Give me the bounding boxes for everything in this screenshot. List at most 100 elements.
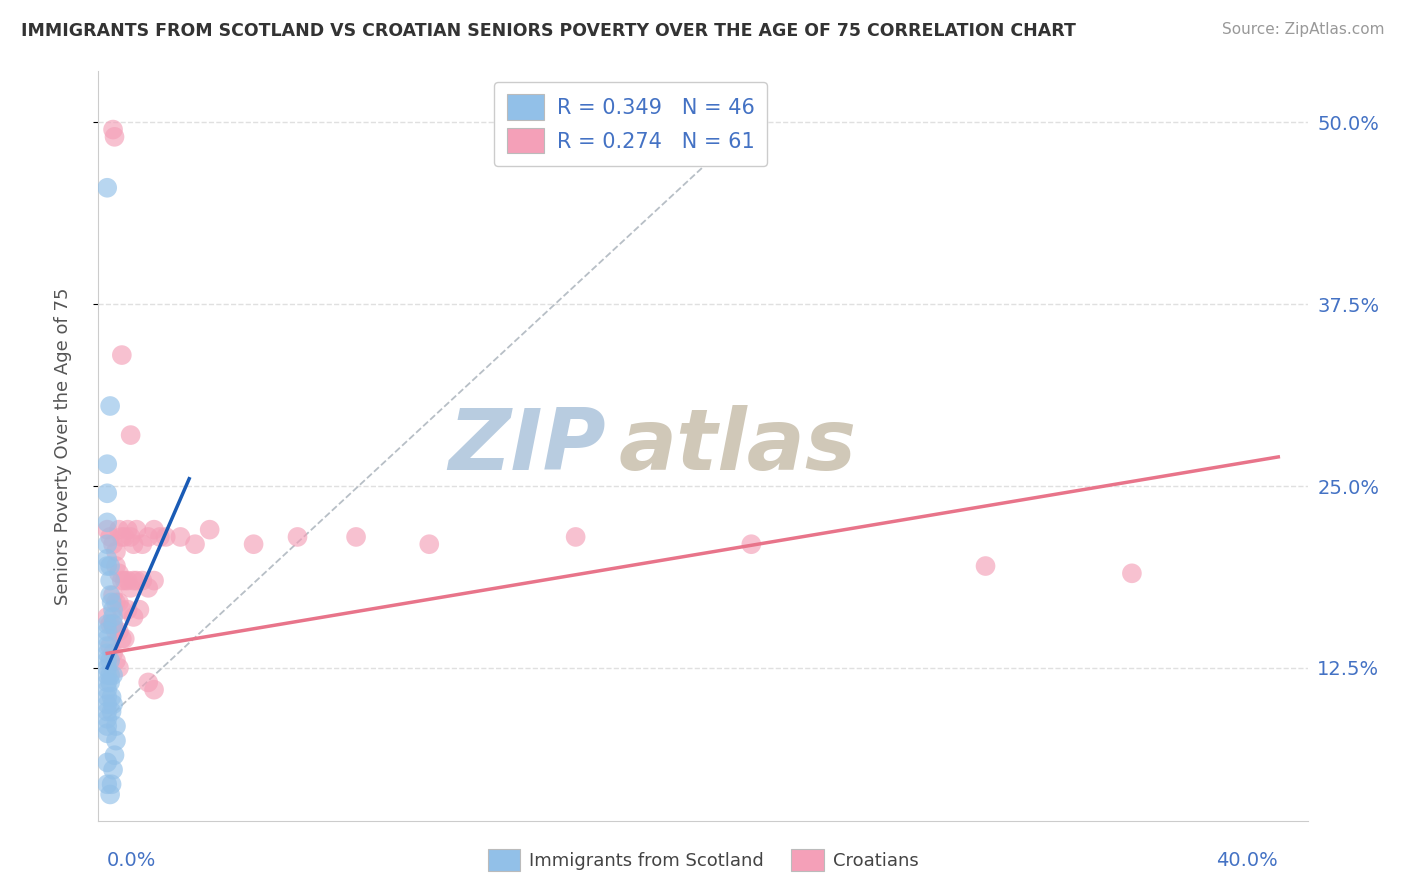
Point <box>96 661 118 675</box>
Text: 40.0%: 40.0% <box>1216 851 1278 870</box>
Point <box>98 574 121 588</box>
Point <box>96 682 118 697</box>
Point <box>122 537 145 551</box>
Point <box>114 574 136 588</box>
Point <box>96 537 118 551</box>
Point <box>143 574 166 588</box>
Point <box>101 537 124 551</box>
Point <box>96 516 118 530</box>
Point <box>111 602 134 616</box>
Point <box>98 588 121 602</box>
Point <box>740 537 762 551</box>
Point <box>96 690 118 704</box>
Point <box>100 705 122 719</box>
Point <box>96 610 118 624</box>
Point <box>143 523 166 537</box>
Point <box>98 399 121 413</box>
Point <box>98 668 121 682</box>
Point <box>96 457 118 471</box>
Point <box>155 530 177 544</box>
Point <box>103 129 125 144</box>
Point <box>101 668 124 682</box>
Point <box>104 624 127 639</box>
Point <box>104 733 127 747</box>
Point <box>122 574 145 588</box>
Point <box>117 602 139 616</box>
Text: IMMIGRANTS FROM SCOTLAND VS CROATIAN SENIORS POVERTY OVER THE AGE OF 75 CORRELAT: IMMIGRANTS FROM SCOTLAND VS CROATIAN SEN… <box>21 22 1076 40</box>
Point <box>101 122 124 136</box>
Point <box>117 523 139 537</box>
Point <box>96 675 118 690</box>
Point <box>114 530 136 544</box>
Point <box>128 602 150 616</box>
Point <box>111 574 134 588</box>
Point <box>101 617 124 632</box>
Point <box>242 537 264 551</box>
Point <box>120 581 142 595</box>
Point <box>117 574 139 588</box>
Point <box>96 559 118 574</box>
Point <box>974 559 997 574</box>
Point <box>96 719 118 733</box>
Point <box>98 559 121 574</box>
Point <box>120 428 142 442</box>
Point <box>111 632 134 646</box>
Point <box>96 639 118 653</box>
Point <box>111 530 134 544</box>
Point <box>101 698 124 712</box>
Point <box>104 559 127 574</box>
Point <box>101 617 124 632</box>
Point <box>104 595 127 609</box>
Point <box>96 777 118 791</box>
Point <box>101 646 124 660</box>
Point <box>136 530 159 544</box>
Point <box>125 523 148 537</box>
Point <box>120 530 142 544</box>
Point <box>198 523 221 537</box>
Point <box>98 675 121 690</box>
Point <box>96 632 118 646</box>
Point <box>122 610 145 624</box>
Point <box>98 530 121 544</box>
Point <box>418 537 440 551</box>
Point <box>104 544 127 558</box>
Point <box>96 486 118 500</box>
Text: ZIP: ZIP <box>449 404 606 488</box>
Point <box>96 654 118 668</box>
Y-axis label: Seniors Poverty Over the Age of 75: Seniors Poverty Over the Age of 75 <box>53 287 72 605</box>
Point <box>169 530 191 544</box>
Point <box>104 719 127 733</box>
Text: 0.0%: 0.0% <box>107 851 156 870</box>
Point <box>564 530 586 544</box>
Point <box>108 595 131 609</box>
Point <box>96 624 118 639</box>
Point <box>96 698 118 712</box>
Point <box>131 574 153 588</box>
Point <box>96 617 118 632</box>
Point <box>136 581 159 595</box>
Point <box>143 682 166 697</box>
Point <box>98 654 121 668</box>
Point <box>98 617 121 632</box>
Point <box>149 530 172 544</box>
Point <box>96 712 118 726</box>
Point <box>104 654 127 668</box>
Point <box>96 523 118 537</box>
Point <box>101 602 124 616</box>
Point <box>287 530 309 544</box>
Point <box>96 668 118 682</box>
Point <box>100 595 122 609</box>
Point <box>101 763 124 777</box>
Point <box>344 530 367 544</box>
Point <box>108 566 131 581</box>
Point <box>101 588 124 602</box>
Point <box>98 639 121 653</box>
Text: Source: ZipAtlas.com: Source: ZipAtlas.com <box>1222 22 1385 37</box>
Point <box>108 624 131 639</box>
Point <box>108 661 131 675</box>
Point <box>100 690 122 704</box>
Point <box>103 748 125 763</box>
Legend: R = 0.349   N = 46, R = 0.274   N = 61: R = 0.349 N = 46, R = 0.274 N = 61 <box>494 82 766 166</box>
Text: atlas: atlas <box>619 404 856 488</box>
Point <box>96 726 118 740</box>
